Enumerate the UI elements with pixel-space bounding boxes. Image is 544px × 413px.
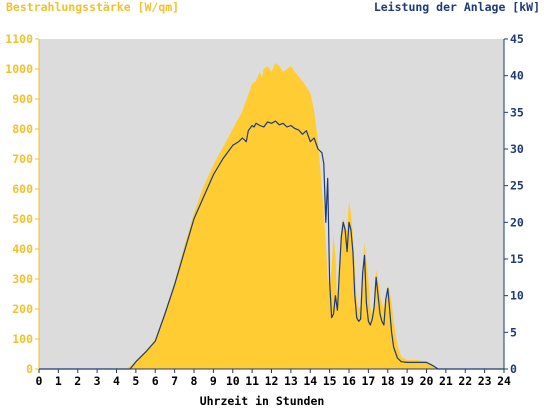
x-tick-label: 13 [284,374,298,388]
right-axis-ticks: 0 5 10 15 20 25 30 35 40 45 [504,32,524,376]
x-tick-label: 17 [361,374,375,388]
x-tick-label: 8 [191,374,198,388]
right-tick-label: 20 [510,215,524,229]
x-tick-label: 9 [210,374,217,388]
left-tick-label: 300 [12,272,33,286]
right-tick-label: 45 [510,32,524,46]
x-tick-label: 22 [458,374,472,388]
x-tick-label: 12 [265,374,279,388]
x-tick-label: 7 [171,374,178,388]
x-tick-label: 16 [342,374,356,388]
x-tick-label: 0 [36,374,43,388]
x-tick-label: 1 [55,374,62,388]
left-tick-label: 600 [12,182,33,196]
right-tick-label: 25 [510,179,524,193]
x-tick-label: 15 [323,374,337,388]
left-tick-label: 200 [12,302,33,316]
right-axis-title: Leistung der Anlage [kW] [374,0,540,14]
right-tick-label: 40 [510,69,524,83]
left-tick-label: 100 [12,332,33,346]
x-tick-label: 24 [497,374,511,388]
left-tick-label: 500 [12,212,33,226]
x-tick-label: 11 [245,374,259,388]
right-tick-label: 30 [510,142,524,156]
x-tick-label: 18 [381,374,395,388]
left-axis-ticks: 0 100 200 300 400 500 600 700 800 900 1000 1100 [5,32,39,376]
power-line [39,120,504,370]
x-axis-ticks: 0 1 2 3 4 5 6 7 8 9 10 11 12 13 14 15 16 17 18 19 20 21 22 23 24 [36,369,511,388]
x-tick-label: 5 [132,374,139,388]
left-tick-label: 700 [12,152,33,166]
x-tick-label: 14 [303,374,317,388]
x-tick-label: 20 [420,374,434,388]
x-tick-label: 23 [478,374,492,388]
x-tick-label: 3 [94,374,101,388]
x-axis-label: Uhrzeit in Stunden [200,394,325,408]
right-tick-label: 10 [510,289,524,303]
x-tick-label: 19 [400,374,414,388]
left-tick-label: 400 [12,242,33,256]
right-tick-label: 15 [510,252,524,266]
x-tick-label: 6 [152,374,159,388]
left-tick-label: 900 [12,92,33,106]
left-axis-title: Bestrahlungsstärke [W/qm] [6,0,179,14]
x-tick-label: 2 [74,374,81,388]
x-tick-label: 21 [439,374,453,388]
left-tick-label: 1000 [5,62,33,76]
x-tick-label: 10 [226,374,240,388]
left-tick-label: 800 [12,122,33,136]
left-tick-label: 1100 [5,32,33,46]
right-tick-label: 0 [510,362,517,376]
left-tick-label: 0 [26,362,33,376]
x-tick-label: 4 [113,374,120,388]
right-tick-label: 5 [510,325,517,339]
right-tick-label: 35 [510,105,524,119]
